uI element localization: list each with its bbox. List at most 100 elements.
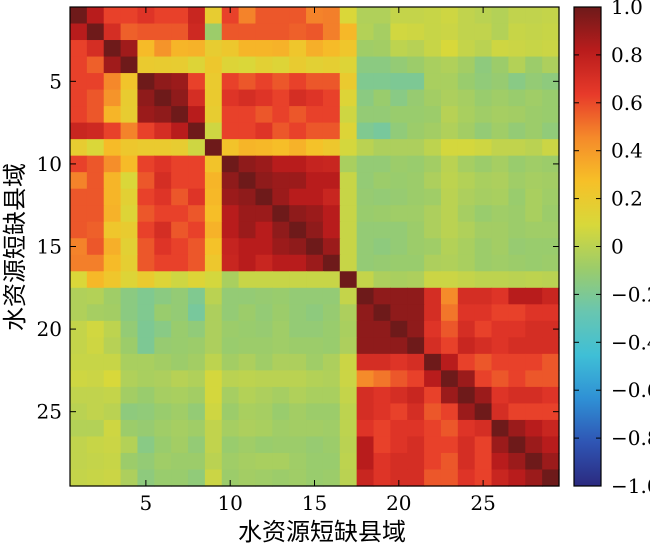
heatmap-cell — [491, 353, 510, 371]
heatmap-cell — [86, 452, 105, 471]
heatmap-cell — [154, 386, 172, 405]
heatmap-cell — [356, 452, 375, 471]
heatmap-cell — [137, 452, 155, 471]
heatmap-cell — [457, 7, 476, 25]
heatmap-cell — [491, 40, 510, 58]
heatmap-cell — [238, 419, 257, 438]
heatmap-cell — [204, 23, 223, 41]
heatmap-cell — [508, 205, 526, 223]
heatmap-cell — [188, 139, 206, 157]
heatmap-cell — [322, 386, 341, 405]
heatmap-cell — [457, 122, 476, 140]
heatmap-cell — [238, 40, 257, 58]
heatmap-cell — [322, 436, 341, 454]
heatmap-cell — [390, 188, 408, 206]
heatmap-cell — [491, 238, 510, 256]
heatmap-cell — [373, 7, 391, 25]
heatmap-cell — [424, 304, 442, 322]
heatmap-cell — [188, 386, 206, 405]
heatmap-cell — [322, 221, 341, 239]
heatmap-cell — [154, 155, 172, 173]
heatmap-cell — [188, 238, 206, 256]
heatmap-cell — [356, 122, 375, 140]
heatmap-cell — [424, 221, 442, 239]
heatmap-cell — [440, 106, 459, 124]
heatmap-cell — [339, 89, 358, 107]
heatmap-cell — [373, 56, 391, 74]
heatmap-cell — [137, 89, 155, 107]
heatmap-cell — [70, 238, 88, 256]
x-tick-label: 20 — [386, 491, 411, 515]
heatmap-cell — [221, 23, 240, 41]
heatmap-cell — [221, 73, 240, 91]
colorbar-tick-label: 0.4 — [611, 139, 643, 163]
heatmap-cell — [457, 106, 476, 124]
heatmap-cell — [137, 205, 155, 223]
heatmap-cell — [322, 7, 341, 25]
heatmap-cell — [373, 469, 391, 487]
heatmap-cell — [171, 254, 189, 272]
heatmap-cell — [525, 56, 543, 74]
heatmap-cell — [440, 172, 459, 190]
heatmap-cell — [508, 172, 526, 190]
heatmap-cell — [86, 73, 105, 91]
heatmap-cell — [525, 122, 543, 140]
heatmap-cell — [188, 122, 206, 140]
heatmap-cell — [474, 436, 493, 454]
heatmap-cell — [188, 254, 206, 272]
heatmap-cell — [255, 403, 273, 421]
heatmap-cell — [137, 320, 155, 338]
heatmap-cell — [86, 7, 105, 25]
heatmap-cell — [508, 287, 526, 305]
heatmap-cell — [491, 287, 510, 305]
heatmap-cell — [255, 271, 273, 289]
heatmap-cell — [255, 73, 273, 91]
heatmap-cell — [86, 40, 105, 58]
heatmap-cell — [188, 304, 206, 322]
heatmap-cell — [306, 320, 324, 338]
heatmap-cell — [70, 287, 88, 305]
heatmap-cell — [356, 254, 375, 272]
heatmap-cell — [356, 320, 375, 338]
heatmap-cell — [171, 7, 189, 25]
heatmap-cell — [120, 238, 139, 256]
heatmap-cell — [407, 122, 425, 140]
heatmap-cell — [457, 139, 476, 157]
heatmap-cell — [272, 386, 290, 405]
heatmap-cell — [289, 89, 307, 107]
heatmap-cell — [272, 353, 290, 371]
heatmap-cell — [322, 304, 341, 322]
heatmap-cell — [103, 106, 122, 124]
heatmap-cell — [474, 386, 493, 405]
heatmap-cell — [289, 73, 307, 91]
heatmap-cell — [204, 370, 223, 388]
heatmap-cell — [424, 353, 442, 371]
heatmap-cell — [238, 238, 257, 256]
heatmap-cell — [103, 188, 122, 206]
heatmap-cell — [542, 419, 560, 438]
heatmap-cell — [542, 188, 560, 206]
heatmap-cell — [221, 271, 240, 289]
heatmap-cell — [171, 40, 189, 58]
heatmap-cell — [390, 469, 408, 487]
heatmap-cell — [457, 337, 476, 355]
heatmap-cell — [238, 353, 257, 371]
heatmap-cell — [120, 23, 139, 41]
heatmap-cell — [525, 106, 543, 124]
heatmap-cell — [457, 221, 476, 239]
heatmap-cell — [339, 436, 358, 454]
heatmap-cell — [407, 353, 425, 371]
heatmap-cell — [103, 7, 122, 25]
heatmap-cell — [120, 386, 139, 405]
heatmap-cell — [373, 155, 391, 173]
heatmap-cell — [440, 238, 459, 256]
heatmap-cell — [188, 106, 206, 124]
heatmap-cell — [103, 40, 122, 58]
heatmap-cell — [272, 304, 290, 322]
heatmap-cell — [86, 205, 105, 223]
heatmap-cell — [424, 172, 442, 190]
heatmap-cell — [120, 40, 139, 58]
heatmap-cell — [322, 419, 341, 438]
heatmap-cell — [120, 287, 139, 305]
